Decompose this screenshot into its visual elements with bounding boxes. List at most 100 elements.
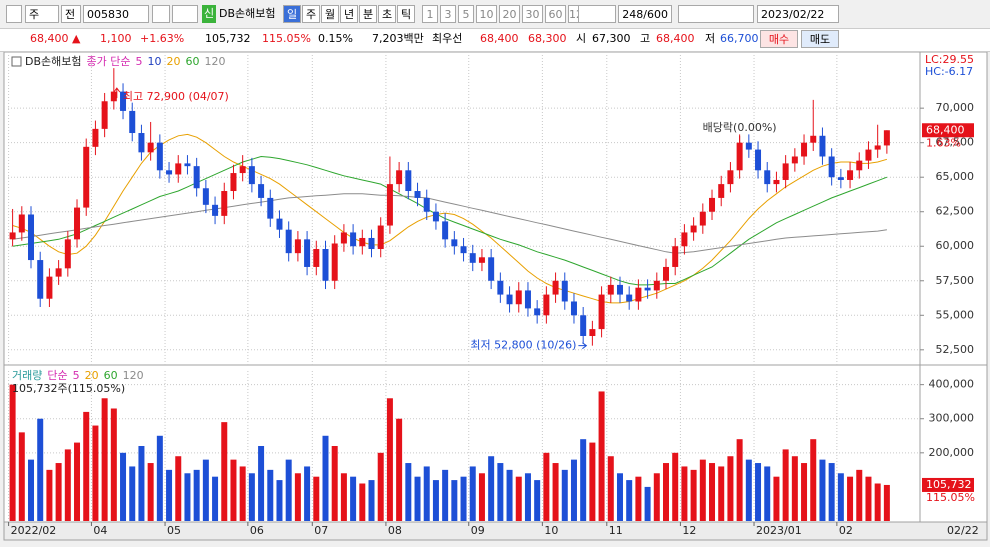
buy-button[interactable]: 매수 [760, 30, 798, 48]
volume-bar [801, 463, 808, 521]
sell-button[interactable]: 매도 [801, 30, 839, 48]
unit-select[interactable] [578, 5, 616, 23]
candle-body [340, 232, 347, 244]
interval-button[interactable]: 20 [499, 5, 520, 23]
candle-body [442, 221, 449, 240]
candle-body [331, 243, 338, 281]
candle-body [837, 177, 844, 180]
volume-bar [442, 469, 449, 521]
candle-body [699, 211, 706, 226]
x-tick-label: 11 [609, 524, 623, 537]
legend-item: 20 [166, 55, 180, 68]
sound-button[interactable] [172, 5, 198, 23]
volume-bar [9, 384, 16, 521]
candle-body [672, 246, 679, 267]
menu-icon[interactable] [6, 5, 22, 23]
volume-bar [147, 463, 154, 521]
candle-body [221, 191, 228, 216]
period-button[interactable]: 주 [302, 5, 320, 23]
y-tick-label: 300,000 [929, 412, 975, 425]
ask: 68,400 [480, 32, 519, 45]
volume-bar [138, 446, 145, 521]
volume-bar [37, 418, 44, 521]
volume-bar [396, 418, 403, 521]
volume-bar [663, 463, 670, 521]
volume-bar [92, 425, 99, 521]
interval-button[interactable]: 60 [545, 5, 566, 23]
candle-body [359, 237, 366, 247]
count-box[interactable]: 248/600 [618, 5, 672, 23]
volume-bar [773, 476, 780, 521]
interval-button[interactable]: 30 [522, 5, 543, 23]
volume-bar [193, 469, 200, 521]
period-button[interactable]: 틱 [397, 5, 415, 23]
candle-body [598, 294, 605, 330]
x-tick-label: 04 [93, 524, 107, 537]
candle-body [709, 197, 716, 212]
search-button[interactable] [152, 5, 170, 23]
y-tick-label: 52,500 [936, 343, 975, 356]
interval-button[interactable]: 1 [422, 5, 438, 23]
volume-bar [828, 463, 835, 521]
prev-button[interactable]: 전 [61, 5, 81, 23]
candle-body [515, 290, 522, 305]
low: 66,700 [720, 32, 759, 45]
volume-bar [635, 476, 642, 521]
legend-item: 5 [135, 55, 142, 68]
candle-body [736, 142, 743, 171]
volume-bar [101, 398, 108, 521]
volume-bar [28, 459, 35, 521]
volume-bar [672, 452, 679, 521]
candle-body [18, 214, 25, 233]
period-button[interactable]: 일 [283, 5, 301, 23]
candle-body [460, 246, 467, 254]
interval-button[interactable]: 3 [440, 5, 456, 23]
lc-label: LC:29.55 [925, 53, 974, 66]
candle-body [276, 218, 283, 230]
legend-title: 거래량 [12, 369, 42, 382]
volume-bar [340, 473, 347, 521]
code-input[interactable]: 005830 [83, 5, 149, 23]
market-select[interactable]: 주 [25, 5, 59, 23]
volume-bar [570, 459, 577, 521]
volume-box [922, 477, 974, 492]
tool-icons[interactable] [678, 5, 754, 23]
volume-bar [543, 452, 550, 521]
period-button[interactable]: 분 [359, 5, 377, 23]
legend-item: 20 [85, 369, 99, 382]
volume-bar [534, 480, 541, 521]
candle-body [745, 142, 752, 150]
candle-body [653, 280, 660, 291]
quote-bar: 68,400 ▲ 1,100 +1.63% 105,732 115.05% 0.… [0, 28, 990, 52]
candle-body [607, 284, 614, 295]
candle-body [350, 232, 357, 247]
volume-bar [83, 411, 90, 521]
candle-body [304, 239, 311, 267]
candle-body [74, 207, 81, 240]
candle-body [239, 166, 246, 174]
legend-item: 120 [204, 55, 225, 68]
volume-bar [285, 459, 292, 521]
interval-button[interactable]: 5 [458, 5, 474, 23]
volume-bar [46, 469, 53, 521]
interval-button[interactable]: 10 [476, 5, 497, 23]
candle-body [37, 260, 44, 299]
volume-bar [202, 459, 209, 521]
y-tick-label: 70,000 [936, 101, 975, 114]
date-input[interactable]: 2023/02/22 [757, 5, 839, 23]
x-tick-label: 12 [682, 524, 696, 537]
candle-body [92, 128, 99, 147]
candle-body [414, 191, 421, 198]
candle-body [552, 280, 559, 295]
period-button[interactable]: 년 [340, 5, 358, 23]
period-button[interactable]: 월 [321, 5, 339, 23]
volume-bar [782, 449, 789, 521]
volume-bar [267, 469, 274, 521]
period-button[interactable]: 초 [378, 5, 396, 23]
candle-body [138, 133, 145, 153]
volume-bar [883, 484, 890, 521]
candle-body [773, 179, 780, 185]
volume-bar [469, 466, 476, 521]
candle-body [120, 91, 127, 111]
candle-body [580, 315, 587, 337]
